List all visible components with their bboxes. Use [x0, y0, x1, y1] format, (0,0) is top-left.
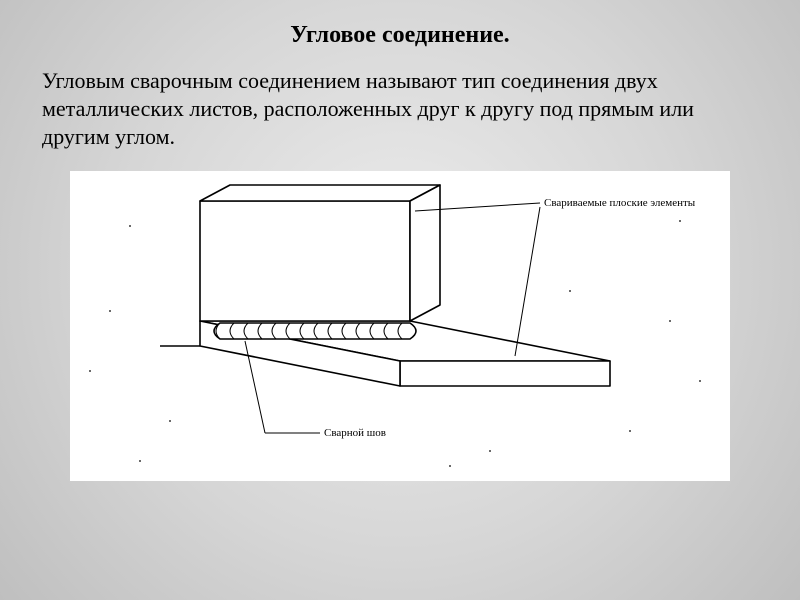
- figure-container: Свариваемые плоские элементы Сварной шов: [70, 171, 730, 481]
- slide: Угловое соединение. Угловым сварочным со…: [0, 0, 800, 600]
- label-weldable-elements: Свариваемые плоские элементы: [544, 197, 696, 209]
- corner-joint-diagram: Свариваемые плоские элементы Сварной шов: [70, 171, 730, 481]
- slide-title: Угловое соединение.: [40, 22, 760, 49]
- label-weld-seam: Сварной шов: [324, 427, 386, 439]
- slide-description: Угловым сварочным соединением называют т…: [42, 67, 760, 151]
